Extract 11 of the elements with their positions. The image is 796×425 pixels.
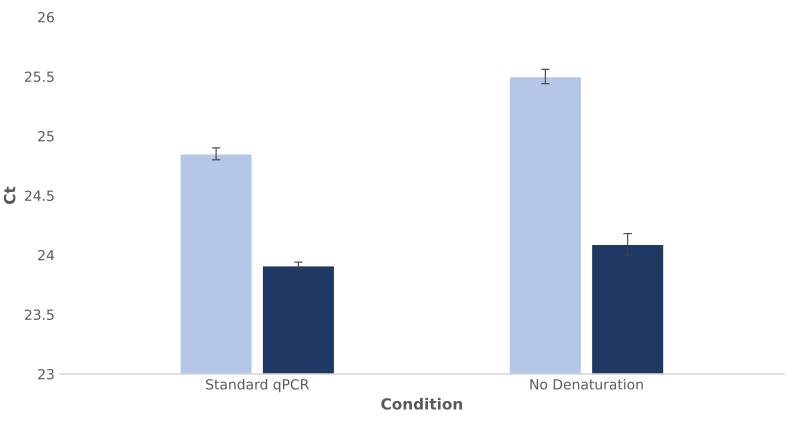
y-tick-label: 25.5 bbox=[24, 71, 54, 82]
y-tick-label: 25 bbox=[38, 130, 54, 142]
x-tick-label: Standard qPCR bbox=[206, 378, 309, 392]
y-tick-label: 24.5 bbox=[24, 190, 54, 201]
y-tick-label: 23.5 bbox=[24, 309, 54, 320]
y-tick-label: 23 bbox=[38, 368, 54, 380]
x-axis-title: Condition bbox=[381, 398, 462, 410]
x-tick-label: No Denaturation bbox=[530, 378, 643, 390]
y-tick-label: 24 bbox=[38, 250, 54, 260]
y-tick-label: 26 bbox=[38, 12, 54, 22]
y-axis-title: Ct bbox=[4, 186, 16, 204]
